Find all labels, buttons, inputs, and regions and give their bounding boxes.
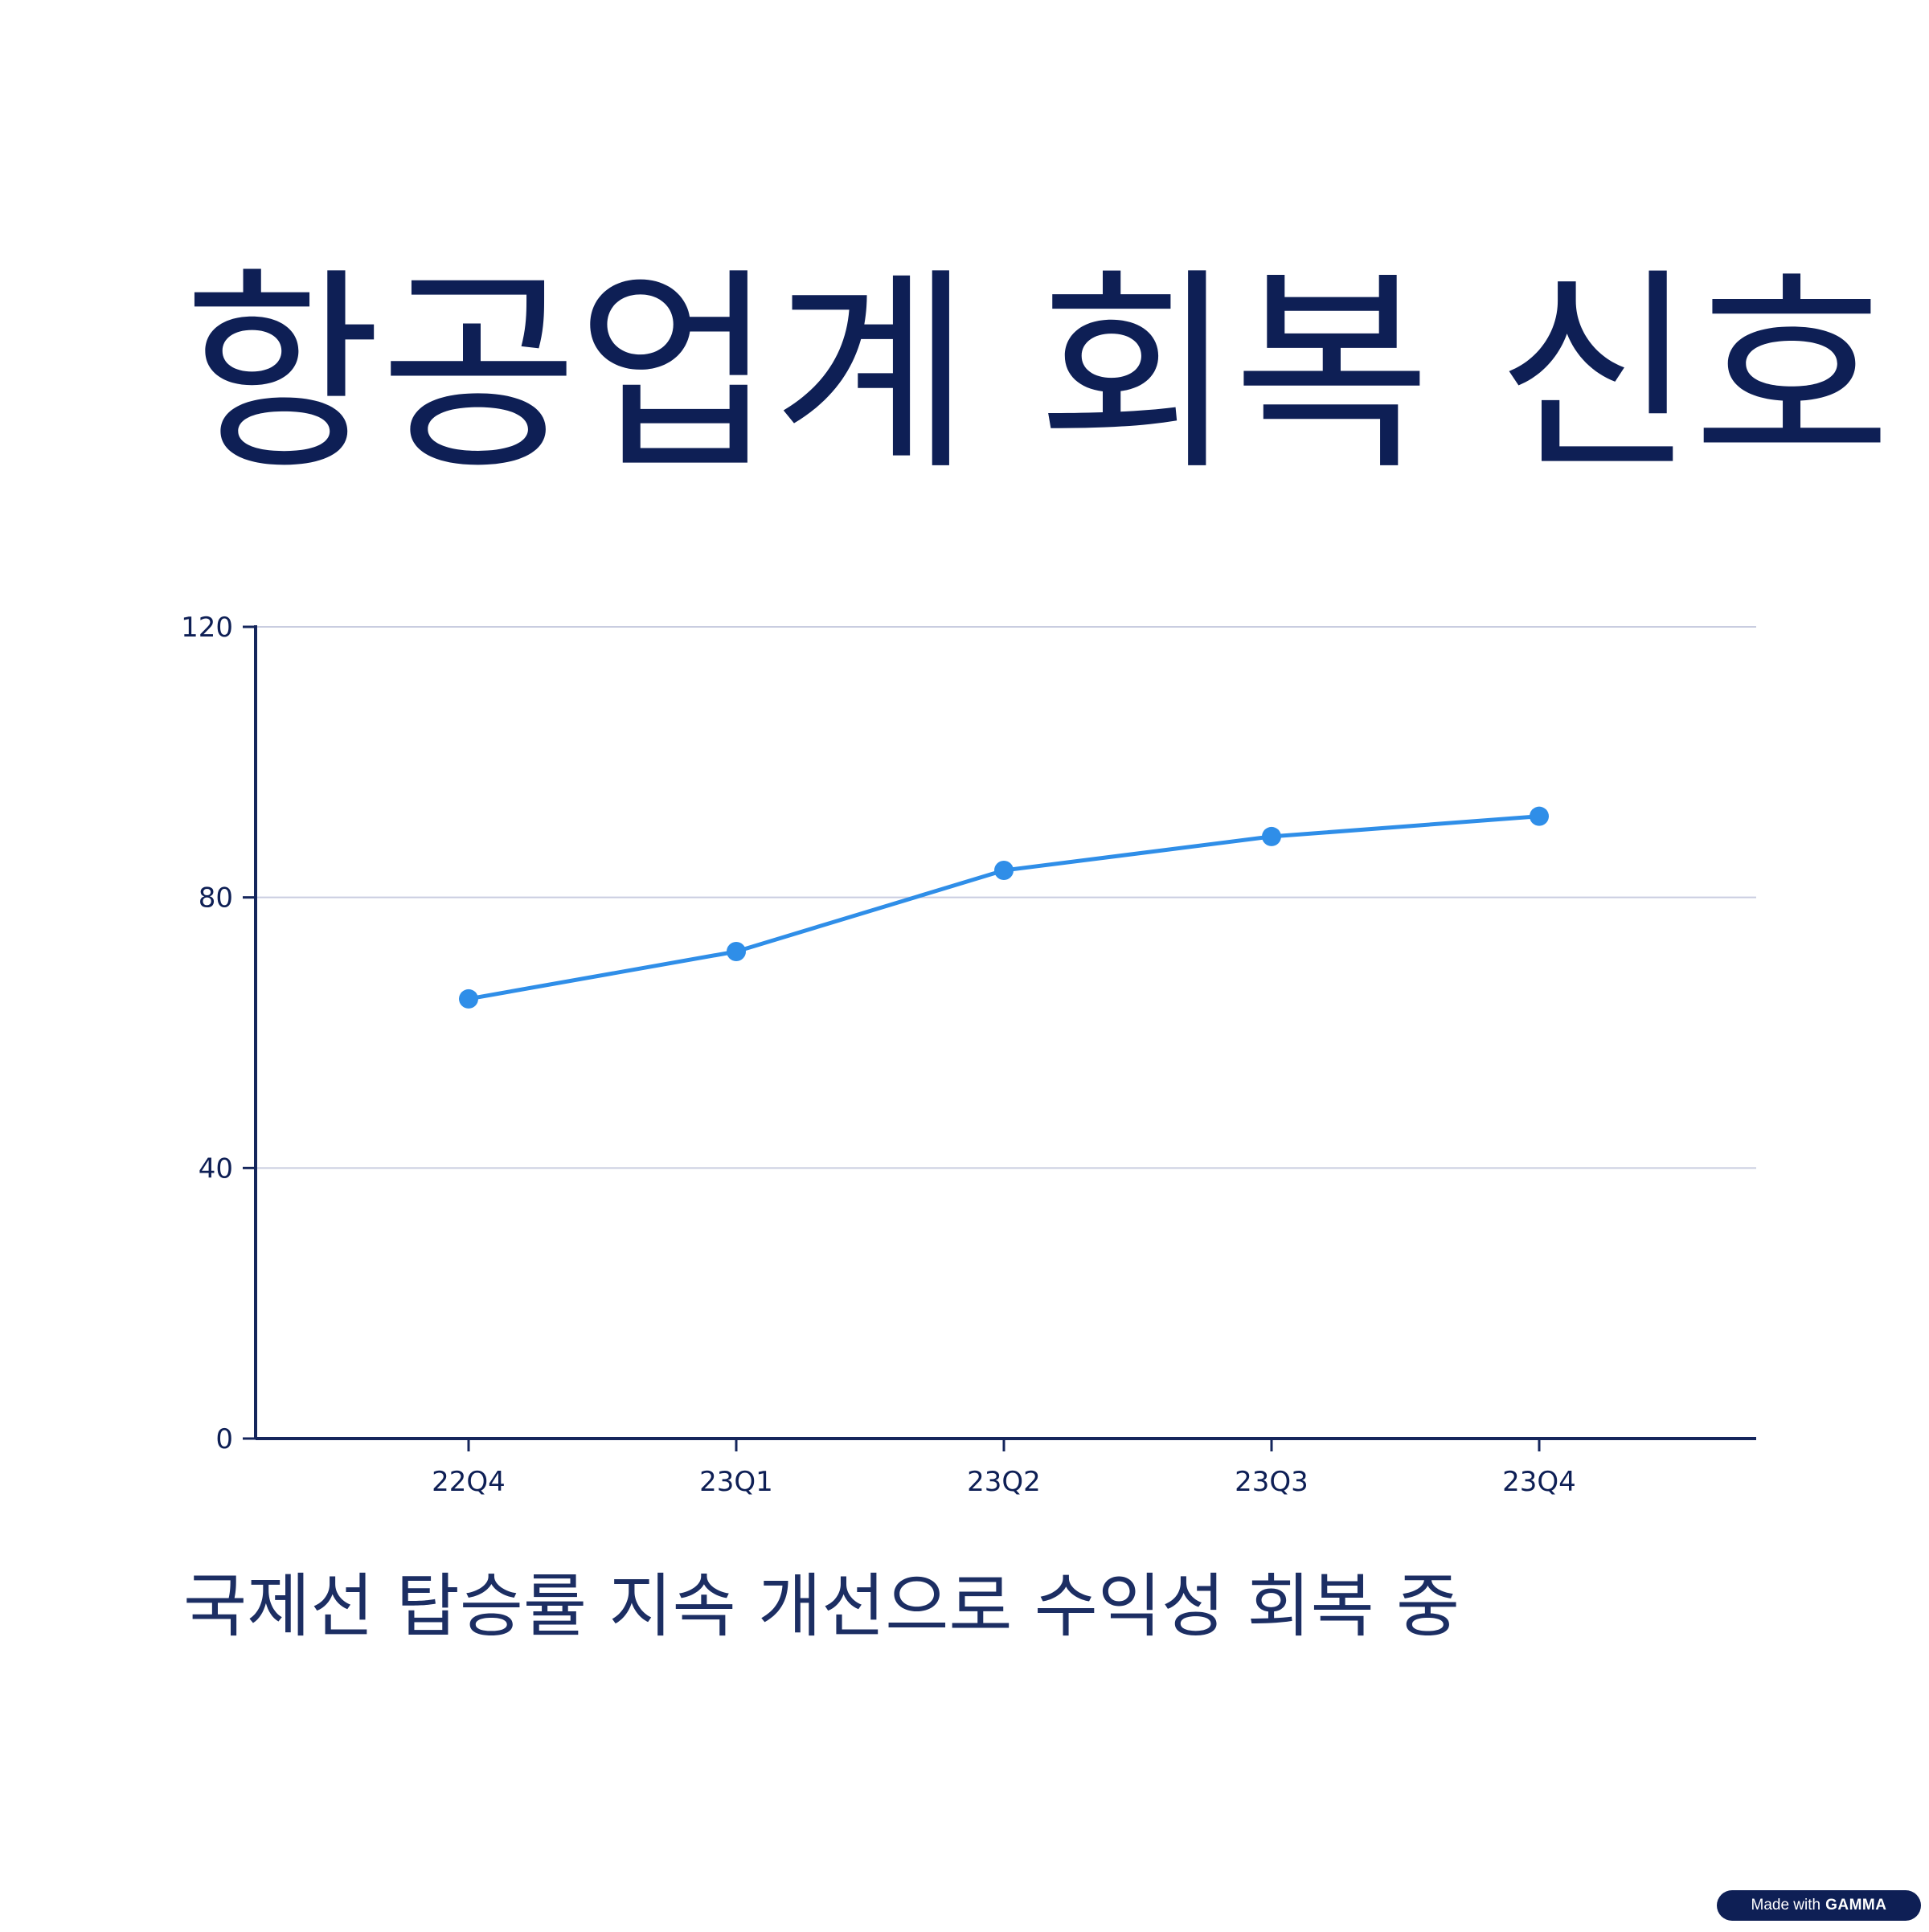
- page-title: 항공업계 회복 신호: [183, 249, 1891, 500]
- x-tick-label: 22Q4: [432, 1466, 506, 1498]
- data-point: [459, 989, 478, 1009]
- x-tick-label: 23Q1: [699, 1466, 773, 1498]
- data-point: [994, 861, 1014, 880]
- axes: [243, 625, 1756, 1451]
- data-point: [727, 942, 746, 961]
- x-tick-label: 23Q2: [967, 1466, 1041, 1498]
- gamma-logo: GAMMA: [1825, 1897, 1887, 1914]
- chart-caption: 국제선 탑승률 지속 개선으로 수익성 회복 중: [183, 1566, 1460, 1647]
- y-tick-label: 80: [199, 882, 233, 915]
- series-line: [466, 814, 1542, 1001]
- series-layer: [459, 806, 1549, 1009]
- made-with-gamma-badge[interactable]: Made with GAMMA: [1717, 1890, 1921, 1921]
- x-tick-label: 23Q3: [1235, 1466, 1309, 1498]
- data-point: [1530, 806, 1549, 826]
- y-tick-label: 40: [199, 1152, 233, 1185]
- tick-labels: 0 40 80 120 22Q4 23Q1 23Q2 23Q3 23Q4: [181, 612, 1576, 1498]
- badge-prefix: Made with: [1751, 1897, 1821, 1914]
- x-tick-label: 23Q4: [1502, 1466, 1576, 1498]
- grid-lines: [256, 626, 1756, 1169]
- y-tick-label: 120: [181, 612, 233, 644]
- y-tick-label: 0: [215, 1423, 233, 1455]
- data-point: [1262, 826, 1281, 846]
